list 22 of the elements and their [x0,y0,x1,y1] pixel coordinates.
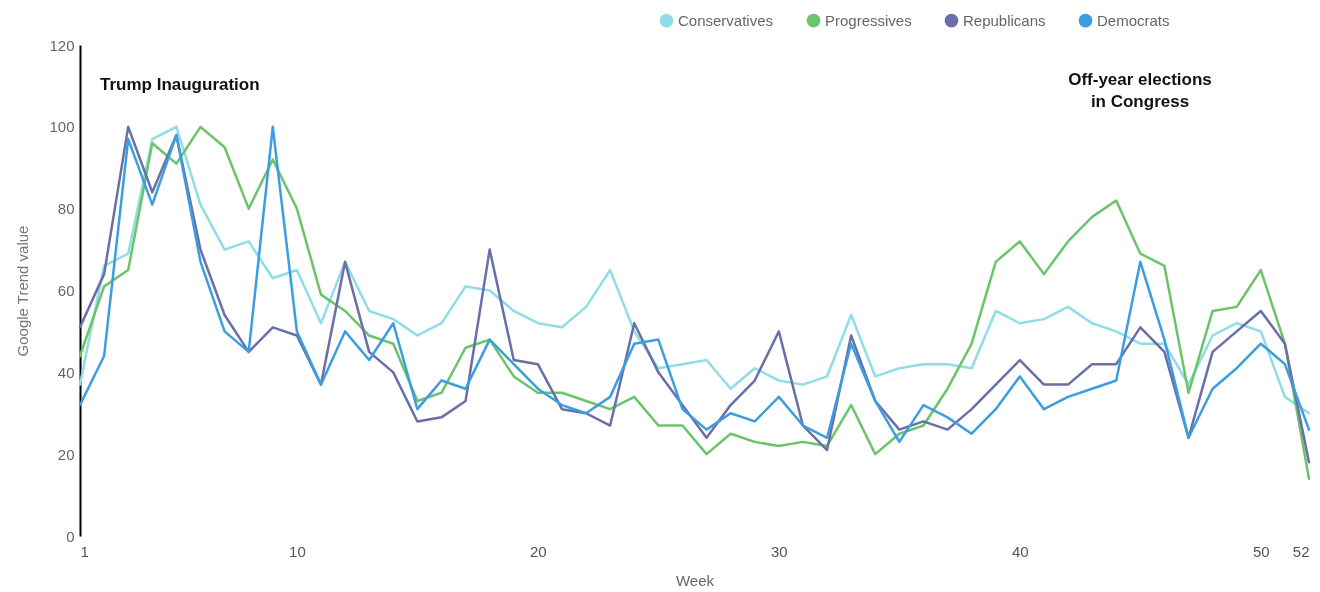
y-tick-label: 80 [57,200,75,218]
y-tick-label: 40 [57,363,75,381]
annotation: Trump Inauguration [100,75,260,94]
x-tick-label: 1 [80,542,89,560]
y-tick-label: 60 [57,282,75,299]
y-tick-label: 120 [49,36,75,54]
x-tick-label: 10 [289,542,306,560]
x-tick-label: 40 [1011,542,1029,560]
annotation: Off-year elections in Congress [1068,70,1212,111]
x-tick-label: 52 [1292,542,1310,560]
legend-label: Democrats [1097,11,1170,29]
y-axis-title: Google Trend value [14,225,32,357]
x-tick-label: 20 [530,542,547,560]
x-tick-label: 50 [1252,542,1270,560]
legend-label: Progressives [825,11,912,29]
legend-label: Conservatives [678,11,774,29]
y-tick-label: 100 [49,118,75,136]
legend-label: Republicans [963,11,1046,29]
x-tick-label: 30 [771,542,788,560]
y-tick-label: 0 [66,527,75,545]
x-axis-title: Week [675,571,715,589]
y-tick-label: 20 [57,445,75,463]
